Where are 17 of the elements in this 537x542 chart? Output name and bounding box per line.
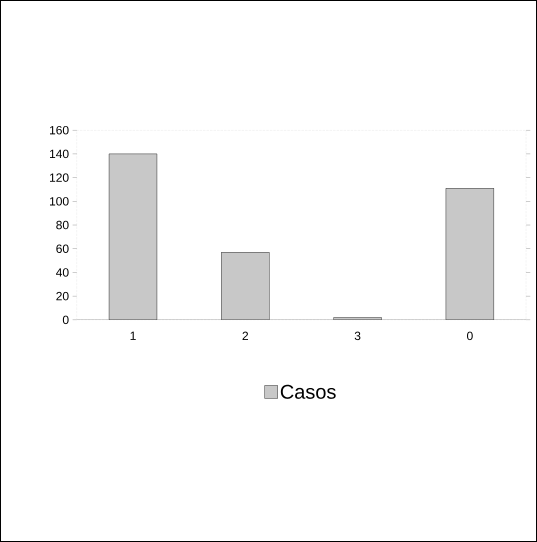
- y-tick-label: 0: [62, 316, 69, 324]
- y-tick-label: 100: [50, 197, 69, 206]
- y-tick-label: 60: [56, 244, 69, 253]
- x-tick-label: 2: [242, 332, 248, 340]
- x-tick-label: 0: [467, 332, 473, 340]
- y-tick-label: 140: [50, 150, 69, 158]
- bar: [221, 252, 270, 320]
- y-tick-label: 120: [50, 173, 69, 182]
- y-tick-label: 40: [56, 268, 69, 277]
- y-tick-label: 80: [56, 220, 69, 230]
- bar: [109, 154, 157, 320]
- bar: [446, 188, 494, 320]
- x-tick-label: 3: [354, 332, 360, 340]
- legend-label: Casos: [280, 384, 336, 399]
- x-tick-label: 1: [130, 332, 136, 340]
- y-tick-label: 160: [50, 126, 69, 134]
- y-tick-label: 20: [56, 292, 69, 300]
